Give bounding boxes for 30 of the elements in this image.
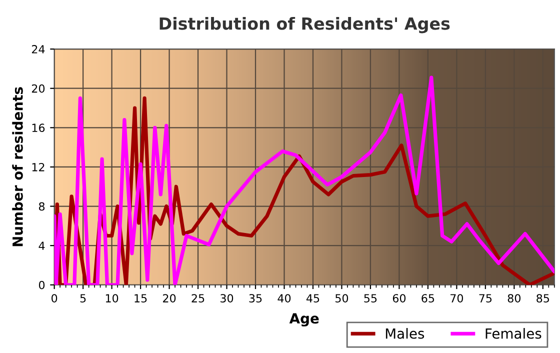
y-tick-label: 4 (38, 242, 45, 250)
x-tick-label: 55 (364, 294, 377, 302)
x-tick-label: 5 (80, 294, 86, 302)
y-axis-title: Number of residents (12, 87, 23, 246)
y-tick-label: 24 (32, 45, 45, 54)
y-tick-label: 16 (32, 124, 45, 132)
x-tick-label: 65 (422, 294, 434, 302)
x-tick-label: 15 (134, 294, 147, 302)
chart-title: Distribution of Residents' Ages (160, 16, 450, 34)
x-tick-label: 20 (163, 294, 176, 302)
y-tick-label: 12 (32, 162, 44, 172)
legend-label: Males (386, 328, 424, 339)
x-tick-label: 25 (192, 294, 204, 302)
x-tick-label: 50 (336, 294, 348, 302)
y-tick-label: 0 (38, 280, 45, 290)
x-tick-label: 0 (52, 294, 58, 302)
x-tick-label: 30 (220, 294, 234, 302)
legend-label: Females (486, 328, 542, 339)
y-tick-label: 8 (38, 202, 45, 211)
x-tick-label: 80 (508, 294, 520, 302)
x-tick-label: 10 (106, 294, 118, 302)
x-axis-title: Age (289, 313, 319, 326)
x-tick-label: 60 (392, 294, 406, 302)
x-tick-label: 85 (536, 294, 550, 302)
x-tick-label: 70 (450, 294, 464, 302)
x-tick-label: 75 (479, 294, 492, 302)
x-tick-label: 40 (278, 294, 291, 302)
x-tick-label: 35 (249, 294, 262, 302)
x-tick-label: 45 (306, 294, 320, 302)
y-tick-label: 20 (32, 84, 45, 93)
